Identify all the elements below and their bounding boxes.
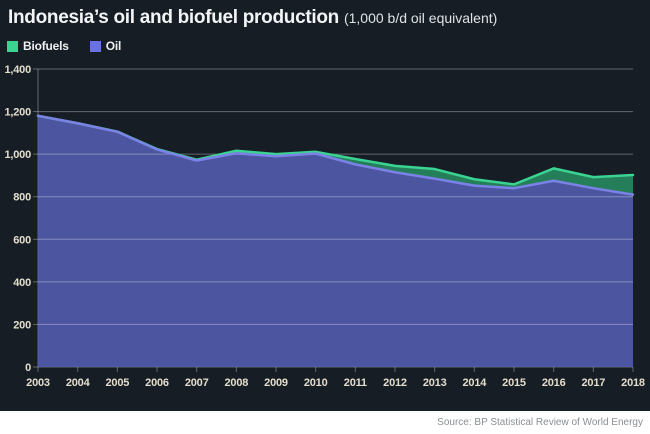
page-title: Indonesia’s oil and biofuel production (1… xyxy=(8,7,497,29)
x-axis-label: 2011 xyxy=(344,377,367,389)
legend-item-oil: Oil xyxy=(89,39,122,53)
x-axis-label: 2006 xyxy=(145,377,169,389)
x-axis-label: 2015 xyxy=(502,377,526,389)
y-axis-label: 0 xyxy=(25,362,31,374)
legend-label-oil: Oil xyxy=(105,39,122,53)
x-axis-label: 2014 xyxy=(462,377,487,389)
y-axis-label: 400 xyxy=(13,277,31,289)
x-axis-label: 2010 xyxy=(304,377,328,389)
x-axis-label: 2005 xyxy=(105,377,129,389)
y-axis-label: 800 xyxy=(13,192,31,204)
x-axis-label: 2007 xyxy=(185,377,209,389)
x-axis-label: 2009 xyxy=(264,377,288,389)
biofuels-swatch-icon xyxy=(7,40,18,52)
y-axis-label: 1,000 xyxy=(4,149,31,161)
x-axis-label: 2018 xyxy=(621,377,645,389)
oil-swatch-icon xyxy=(89,40,101,52)
oil-line xyxy=(36,114,635,196)
y-axis-label: 600 xyxy=(13,234,31,246)
x-axis-label: 2004 xyxy=(66,377,91,389)
oil-area xyxy=(38,115,633,367)
x-axis-label: 2012 xyxy=(383,377,407,389)
y-axis-label: 1,200 xyxy=(4,107,31,119)
y-axis-label: 1,400 xyxy=(4,64,31,76)
chart-subtitle: (1,000 b/d oil equivalent) xyxy=(343,10,498,26)
x-axis-label: 2003 xyxy=(26,377,50,389)
x-axis-label: 2017 xyxy=(581,377,605,389)
chart-legend: Biofuels Oil xyxy=(7,39,121,53)
source-credit: Source: BP Statistical Review of World E… xyxy=(437,417,643,428)
x-axis-label: 2013 xyxy=(423,377,447,389)
legend-label-biofuels: Biofuels xyxy=(23,39,69,53)
source-bar: Source: BP Statistical Review of World E… xyxy=(0,411,650,434)
y-axis-label: 200 xyxy=(13,319,31,331)
production-area-chart: 0 200 400 600 800 1,000 1,200 1,400 2003 2004 2005… xyxy=(4,64,645,389)
legend-item-biofuels: Biofuels xyxy=(7,39,69,53)
x-axis-label: 2008 xyxy=(224,377,248,389)
chart-title: Indonesia’s oil and biofuel production xyxy=(8,7,339,28)
x-axis-label: 2016 xyxy=(542,377,566,389)
